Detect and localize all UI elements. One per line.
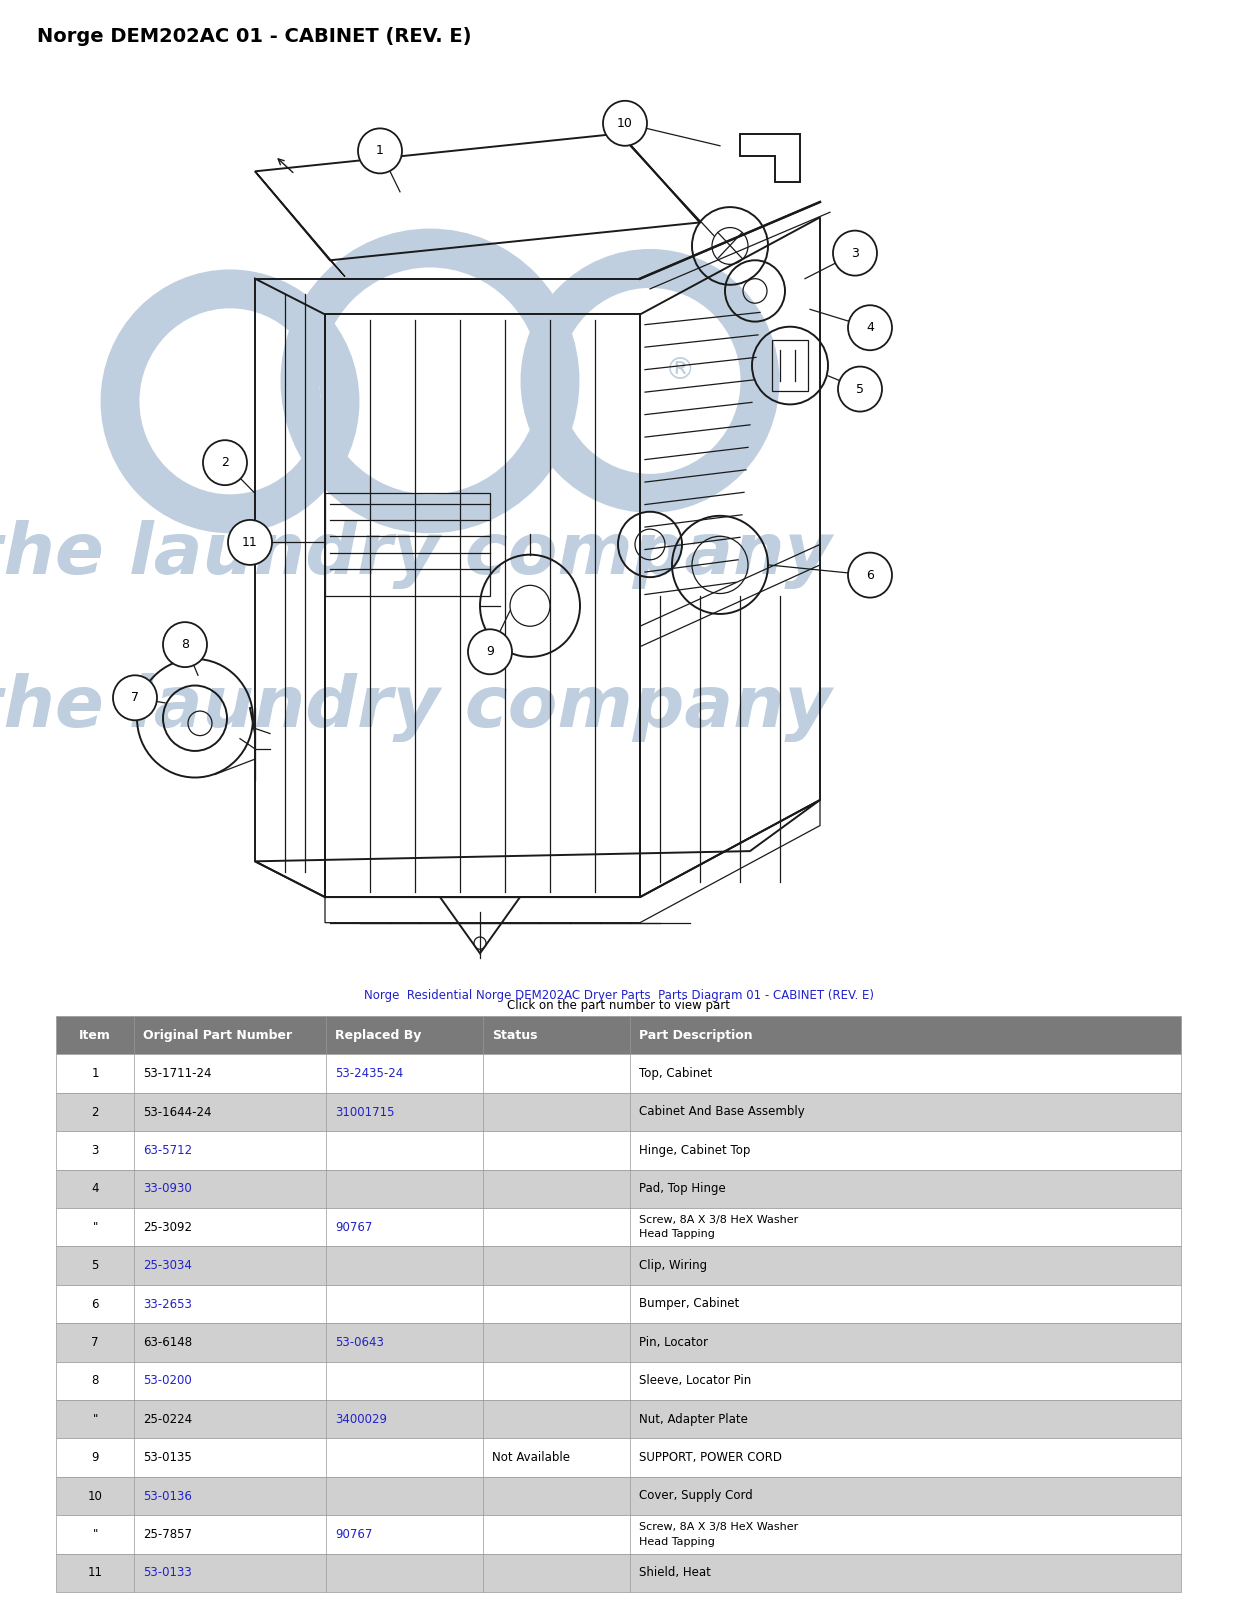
Text: Norge DEM202AC 01 - CABINET (REV. E): Norge DEM202AC 01 - CABINET (REV. E) <box>37 27 471 45</box>
Text: Shield, Heat: Shield, Heat <box>638 1566 710 1579</box>
Text: the laundry company: the laundry company <box>0 674 831 742</box>
Circle shape <box>602 101 647 146</box>
Text: Nut, Adapter Plate: Nut, Adapter Plate <box>638 1413 747 1426</box>
Text: Top, Cabinet: Top, Cabinet <box>638 1067 713 1080</box>
Text: 8: 8 <box>92 1374 99 1387</box>
Text: 11: 11 <box>88 1566 103 1579</box>
Text: Pin, Locator: Pin, Locator <box>638 1336 708 1349</box>
Text: 10: 10 <box>617 117 633 130</box>
Text: 4: 4 <box>866 322 873 334</box>
Text: 53-0136: 53-0136 <box>143 1490 192 1502</box>
Text: 5: 5 <box>856 382 863 395</box>
Bar <box>56 1016 1181 1054</box>
Text: ": " <box>93 1221 98 1234</box>
Text: 53-1711-24: 53-1711-24 <box>143 1067 212 1080</box>
Text: 2: 2 <box>92 1106 99 1118</box>
Text: 6: 6 <box>866 568 873 582</box>
Text: 9: 9 <box>486 645 494 658</box>
Text: Screw, 8A X 3/8 HeX Washer: Screw, 8A X 3/8 HeX Washer <box>638 1214 798 1226</box>
Text: 53-0133: 53-0133 <box>143 1566 192 1579</box>
Bar <box>56 1131 1181 1170</box>
Text: 33-2653: 33-2653 <box>143 1298 192 1310</box>
Bar <box>56 1285 1181 1323</box>
Bar <box>56 1323 1181 1362</box>
Text: the laundry company: the laundry company <box>0 520 831 589</box>
Text: Bumper, Cabinet: Bumper, Cabinet <box>638 1298 738 1310</box>
Bar <box>56 1477 1181 1515</box>
Circle shape <box>163 622 207 667</box>
Bar <box>56 1170 1181 1208</box>
Bar <box>56 1400 1181 1438</box>
Text: 53-1644-24: 53-1644-24 <box>143 1106 212 1118</box>
Text: Status: Status <box>492 1029 538 1042</box>
Text: 3: 3 <box>92 1144 99 1157</box>
Text: 53-0200: 53-0200 <box>143 1374 192 1387</box>
Text: ®: ® <box>664 357 695 386</box>
Text: 10: 10 <box>88 1490 103 1502</box>
Text: Cabinet And Base Assembly: Cabinet And Base Assembly <box>638 1106 804 1118</box>
Text: 5: 5 <box>92 1259 99 1272</box>
Bar <box>56 1362 1181 1400</box>
Text: 1: 1 <box>92 1067 99 1080</box>
Text: 90767: 90767 <box>335 1221 372 1234</box>
Circle shape <box>833 230 877 275</box>
Circle shape <box>203 440 247 485</box>
Text: Norge  Residential Norge DEM202AC Dryer Parts  Parts Diagram 01 - CABINET (REV. : Norge Residential Norge DEM202AC Dryer P… <box>364 989 873 1002</box>
Circle shape <box>468 629 512 674</box>
Bar <box>56 1246 1181 1285</box>
Text: 25-7857: 25-7857 <box>143 1528 193 1541</box>
Text: 25-3092: 25-3092 <box>143 1221 193 1234</box>
Text: SUPPORT, POWER CORD: SUPPORT, POWER CORD <box>638 1451 782 1464</box>
Text: Part Description: Part Description <box>638 1029 752 1042</box>
Text: 53-2435-24: 53-2435-24 <box>335 1067 403 1080</box>
Bar <box>56 1554 1181 1592</box>
Circle shape <box>113 675 157 720</box>
Circle shape <box>228 520 272 565</box>
Text: Head Tapping: Head Tapping <box>638 1536 715 1547</box>
Circle shape <box>837 366 882 411</box>
Bar <box>56 1093 1181 1131</box>
Text: 7: 7 <box>131 691 139 704</box>
Text: 9: 9 <box>92 1451 99 1464</box>
Text: 33-0930: 33-0930 <box>143 1182 192 1195</box>
Bar <box>56 1054 1181 1093</box>
Text: Sleeve, Locator Pin: Sleeve, Locator Pin <box>638 1374 751 1387</box>
Bar <box>56 1208 1181 1246</box>
Text: 1: 1 <box>376 144 383 157</box>
Text: 3: 3 <box>851 246 858 259</box>
Text: Click on the part number to view part: Click on the part number to view part <box>507 998 730 1011</box>
Text: Not Available: Not Available <box>492 1451 570 1464</box>
Text: 3400029: 3400029 <box>335 1413 387 1426</box>
Text: Original Part Number: Original Part Number <box>143 1029 293 1042</box>
Text: 53-0135: 53-0135 <box>143 1451 192 1464</box>
Text: 4: 4 <box>92 1182 99 1195</box>
Text: Cover, Supply Cord: Cover, Supply Cord <box>638 1490 752 1502</box>
Text: 8: 8 <box>181 638 189 651</box>
Text: 25-0224: 25-0224 <box>143 1413 193 1426</box>
Text: 63-6148: 63-6148 <box>143 1336 193 1349</box>
Circle shape <box>849 552 892 598</box>
Text: 53-0643: 53-0643 <box>335 1336 383 1349</box>
Text: Replaced By: Replaced By <box>335 1029 422 1042</box>
Circle shape <box>849 306 892 350</box>
Text: Hinge, Cabinet Top: Hinge, Cabinet Top <box>638 1144 750 1157</box>
Text: 63-5712: 63-5712 <box>143 1144 193 1157</box>
Text: Pad, Top Hinge: Pad, Top Hinge <box>638 1182 726 1195</box>
Bar <box>56 1515 1181 1554</box>
Circle shape <box>357 128 402 173</box>
Text: 25-3034: 25-3034 <box>143 1259 192 1272</box>
Text: Screw, 8A X 3/8 HeX Washer: Screw, 8A X 3/8 HeX Washer <box>638 1522 798 1533</box>
Text: ": " <box>93 1413 98 1426</box>
Text: 2: 2 <box>221 456 229 469</box>
Text: 11: 11 <box>242 536 257 549</box>
Text: ": " <box>93 1528 98 1541</box>
Text: Head Tapping: Head Tapping <box>638 1229 715 1240</box>
Text: 6: 6 <box>92 1298 99 1310</box>
Text: 31001715: 31001715 <box>335 1106 395 1118</box>
Text: Clip, Wiring: Clip, Wiring <box>638 1259 706 1272</box>
Text: Item: Item <box>79 1029 111 1042</box>
Text: 90767: 90767 <box>335 1528 372 1541</box>
Text: 7: 7 <box>92 1336 99 1349</box>
Bar <box>56 1438 1181 1477</box>
